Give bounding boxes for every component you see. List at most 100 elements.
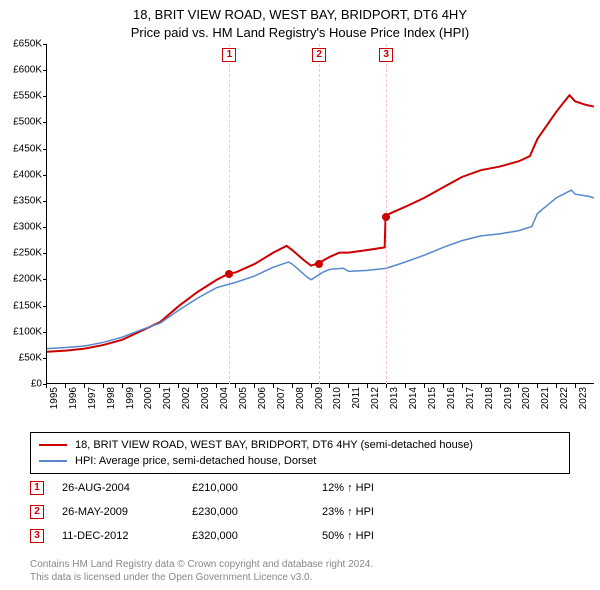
y-tick-mark: [43, 279, 47, 280]
x-tick-label: 2015: [427, 387, 438, 409]
event-marker-box: 1: [222, 48, 236, 62]
y-tick-label: £150K: [13, 300, 42, 311]
y-tick-mark: [43, 70, 47, 71]
x-axis: 1995199619971998199920002001200220032004…: [46, 384, 594, 424]
x-tick-label: 2016: [446, 387, 457, 409]
x-tick-mark: [197, 384, 198, 388]
x-tick-mark: [254, 384, 255, 388]
x-tick-label: 2001: [162, 387, 173, 409]
title-block: 18, BRIT VIEW ROAD, WEST BAY, BRIDPORT, …: [0, 0, 600, 42]
legend-row-hpi: HPI: Average price, semi-detached house,…: [39, 453, 561, 469]
x-tick-mark: [103, 384, 104, 388]
event-date-3: 11-DEC-2012: [62, 530, 192, 542]
x-tick-label: 2023: [578, 387, 589, 409]
x-tick-mark: [178, 384, 179, 388]
event-row-3: 3 11-DEC-2012 £320,000 50% ↑ HPI: [30, 526, 570, 546]
y-tick-mark: [43, 227, 47, 228]
x-tick-label: 2003: [200, 387, 211, 409]
title-line-2: Price paid vs. HM Land Registry's House …: [0, 24, 600, 42]
x-tick-label: 2000: [143, 387, 154, 409]
y-tick-mark: [43, 358, 47, 359]
x-tick-label: 2018: [484, 387, 495, 409]
y-tick-mark: [43, 96, 47, 97]
y-tick-label: £100K: [13, 326, 42, 337]
footer: Contains HM Land Registry data © Crown c…: [30, 558, 373, 584]
x-tick-label: 2006: [257, 387, 268, 409]
y-tick-label: £650K: [13, 39, 42, 50]
legend-label-hpi: HPI: Average price, semi-detached house,…: [75, 455, 316, 467]
x-tick-mark: [311, 384, 312, 388]
legend-row-property: 18, BRIT VIEW ROAD, WEST BAY, BRIDPORT, …: [39, 437, 561, 453]
x-tick-mark: [329, 384, 330, 388]
y-tick-label: £550K: [13, 91, 42, 102]
x-tick-mark: [556, 384, 557, 388]
event-gridline: [229, 44, 230, 384]
event-price-2: £230,000: [192, 506, 322, 518]
x-tick-mark: [386, 384, 387, 388]
y-tick-label: £400K: [13, 169, 42, 180]
x-tick-mark: [216, 384, 217, 388]
y-tick-mark: [43, 306, 47, 307]
x-tick-label: 2013: [389, 387, 400, 409]
event-dot: [315, 260, 323, 268]
event-delta-1: 12% ↑ HPI: [322, 482, 374, 494]
y-tick-mark: [43, 149, 47, 150]
y-tick-mark: [43, 44, 47, 45]
x-tick-label: 2009: [314, 387, 325, 409]
y-tick-label: £200K: [13, 274, 42, 285]
x-tick-label: 2020: [521, 387, 532, 409]
plot-svg: [47, 44, 594, 383]
x-tick-mark: [443, 384, 444, 388]
x-tick-mark: [140, 384, 141, 388]
event-date-1: 26-AUG-2004: [62, 482, 192, 494]
event-delta-3: 50% ↑ HPI: [322, 530, 374, 542]
event-row-2: 2 26-MAY-2009 £230,000 23% ↑ HPI: [30, 502, 570, 522]
y-tick-mark: [43, 122, 47, 123]
x-tick-label: 2010: [332, 387, 343, 409]
footer-line-2: This data is licensed under the Open Gov…: [30, 571, 373, 584]
x-tick-label: 2022: [559, 387, 570, 409]
x-tick-label: 2021: [540, 387, 551, 409]
x-tick-mark: [575, 384, 576, 388]
legend-swatch-property: [39, 444, 67, 446]
x-tick-mark: [122, 384, 123, 388]
x-tick-label: 2004: [219, 387, 230, 409]
x-tick-mark: [405, 384, 406, 388]
series-hpi: [47, 190, 594, 349]
y-tick-label: £450K: [13, 143, 42, 154]
x-tick-label: 2011: [351, 387, 362, 409]
x-tick-label: 2019: [503, 387, 514, 409]
x-tick-label: 1997: [87, 387, 98, 409]
event-dot: [225, 270, 233, 278]
x-tick-mark: [65, 384, 66, 388]
x-tick-mark: [159, 384, 160, 388]
x-tick-label: 1999: [125, 387, 136, 409]
y-tick-label: £250K: [13, 248, 42, 259]
x-tick-mark: [46, 384, 47, 388]
title-line-1: 18, BRIT VIEW ROAD, WEST BAY, BRIDPORT, …: [0, 6, 600, 24]
event-price-3: £320,000: [192, 530, 322, 542]
x-tick-mark: [424, 384, 425, 388]
y-tick-mark: [43, 175, 47, 176]
x-tick-mark: [292, 384, 293, 388]
chart-container: 18, BRIT VIEW ROAD, WEST BAY, BRIDPORT, …: [0, 0, 600, 590]
x-tick-label: 1998: [106, 387, 117, 409]
x-tick-label: 2005: [238, 387, 249, 409]
event-delta-2: 23% ↑ HPI: [322, 506, 374, 518]
x-tick-mark: [273, 384, 274, 388]
event-row-1: 1 26-AUG-2004 £210,000 12% ↑ HPI: [30, 478, 570, 498]
y-axis: £0£50K£100K£150K£200K£250K£300K£350K£400…: [0, 44, 46, 384]
y-tick-mark: [43, 332, 47, 333]
legend-swatch-hpi: [39, 460, 67, 462]
event-marker-box: 3: [379, 48, 393, 62]
footer-line-1: Contains HM Land Registry data © Crown c…: [30, 558, 373, 571]
y-tick-label: £500K: [13, 117, 42, 128]
x-tick-mark: [500, 384, 501, 388]
x-tick-label: 1995: [49, 387, 60, 409]
x-tick-label: 2008: [295, 387, 306, 409]
event-num-1: 1: [30, 481, 44, 495]
chart-area: £0£50K£100K£150K£200K£250K£300K£350K£400…: [0, 44, 600, 424]
y-tick-label: £0: [31, 379, 42, 390]
event-dot: [382, 213, 390, 221]
x-tick-mark: [537, 384, 538, 388]
